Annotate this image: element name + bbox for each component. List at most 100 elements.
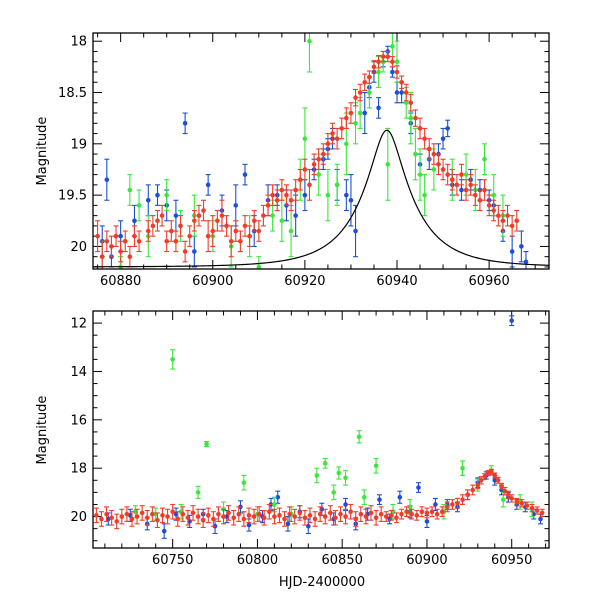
data-point	[150, 223, 156, 229]
data-point	[460, 465, 465, 471]
data-point	[190, 510, 196, 516]
data-point	[246, 522, 252, 528]
data-point	[445, 172, 450, 177]
data-point	[509, 496, 515, 501]
data-point	[256, 511, 262, 517]
data-point	[417, 172, 423, 177]
data-point	[362, 79, 368, 85]
data-point	[509, 223, 515, 229]
data-point	[416, 485, 421, 490]
data-point	[302, 192, 308, 198]
data-point	[256, 228, 262, 234]
data-point	[95, 233, 100, 239]
data-point	[205, 182, 211, 188]
x-axis-label: HJD-2400000	[279, 575, 365, 590]
data-point	[279, 218, 285, 224]
data-point	[399, 511, 404, 517]
data-point	[482, 187, 487, 193]
data-point	[417, 126, 423, 131]
data-point	[224, 223, 229, 229]
data-point	[333, 515, 338, 521]
data-point	[132, 233, 137, 239]
data-point	[216, 511, 221, 517]
data-point	[445, 126, 450, 131]
data-point	[228, 238, 234, 244]
data-point	[109, 515, 114, 521]
data-point	[357, 110, 363, 116]
data-point	[534, 508, 540, 513]
data-point	[316, 172, 321, 177]
data-point	[132, 218, 137, 224]
data-point	[325, 141, 331, 147]
data-point	[390, 44, 395, 49]
data-point	[470, 487, 476, 493]
data-point	[477, 197, 483, 203]
data-point	[265, 203, 271, 208]
data-point	[297, 177, 303, 183]
x-tick-label: 60960	[468, 274, 509, 289]
data-point	[385, 162, 391, 167]
data-point	[422, 136, 427, 141]
data-point	[514, 499, 520, 505]
data-point	[150, 511, 155, 517]
data-point	[529, 505, 535, 511]
data-point	[113, 233, 119, 239]
data-point	[353, 516, 359, 522]
data-point	[336, 470, 342, 476]
data-point	[200, 517, 206, 523]
data-point	[221, 514, 226, 519]
data-point	[114, 519, 120, 524]
data-point	[376, 69, 381, 75]
data-point	[378, 511, 384, 517]
data-point	[353, 120, 358, 126]
data-point	[408, 115, 414, 121]
data-point	[118, 249, 123, 254]
data-point	[272, 502, 277, 507]
data-point	[285, 521, 291, 527]
data-point	[426, 146, 432, 152]
data-point	[343, 475, 348, 481]
y-tick-label: 18	[70, 35, 87, 50]
data-point	[403, 90, 409, 95]
data-point	[236, 511, 242, 517]
data-point	[119, 514, 125, 519]
data-point	[334, 136, 340, 141]
data-point	[519, 500, 525, 506]
data-point	[196, 213, 202, 218]
data-point	[201, 208, 206, 213]
data-point	[449, 177, 455, 183]
data-point	[104, 511, 109, 517]
data-point	[284, 192, 289, 198]
data-point	[434, 511, 440, 517]
model-fit-curve	[93, 129, 549, 268]
data-point	[389, 513, 394, 518]
data-point	[454, 182, 460, 188]
data-point	[538, 516, 543, 522]
data-point	[343, 514, 348, 519]
data-point	[431, 167, 437, 172]
y-tick-label: 18.5	[58, 86, 87, 101]
data-point	[274, 197, 280, 203]
data-point	[539, 510, 545, 516]
data-point	[407, 504, 413, 510]
data-point	[394, 69, 400, 75]
data-point	[394, 59, 400, 65]
data-point	[277, 513, 282, 518]
data-point	[261, 515, 267, 521]
bottom-axis-ticks: 60750 60800 60850 60900 60950 12 14 16 18 20	[70, 310, 549, 568]
data-point	[195, 514, 201, 519]
data-point	[433, 502, 438, 507]
data-point	[307, 38, 312, 44]
data-point	[344, 115, 349, 121]
data-point	[322, 514, 328, 519]
x-tick-label: 60940	[376, 274, 417, 289]
top-y-axis-label: Magnitude	[35, 117, 50, 186]
y-tick-label: 16	[70, 413, 87, 428]
data-point	[242, 172, 248, 177]
data-point	[363, 514, 369, 519]
data-point	[496, 213, 501, 218]
data-point	[343, 502, 348, 507]
data-point	[383, 514, 389, 519]
data-point	[377, 497, 382, 502]
